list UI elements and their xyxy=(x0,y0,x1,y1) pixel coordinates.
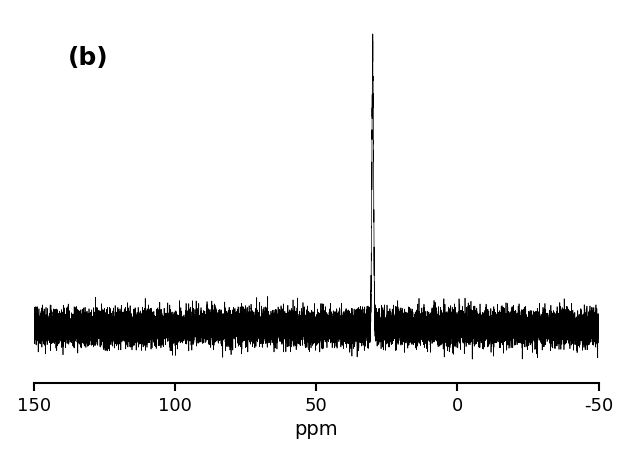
Text: (b): (b) xyxy=(67,46,108,70)
X-axis label: ppm: ppm xyxy=(294,420,338,438)
